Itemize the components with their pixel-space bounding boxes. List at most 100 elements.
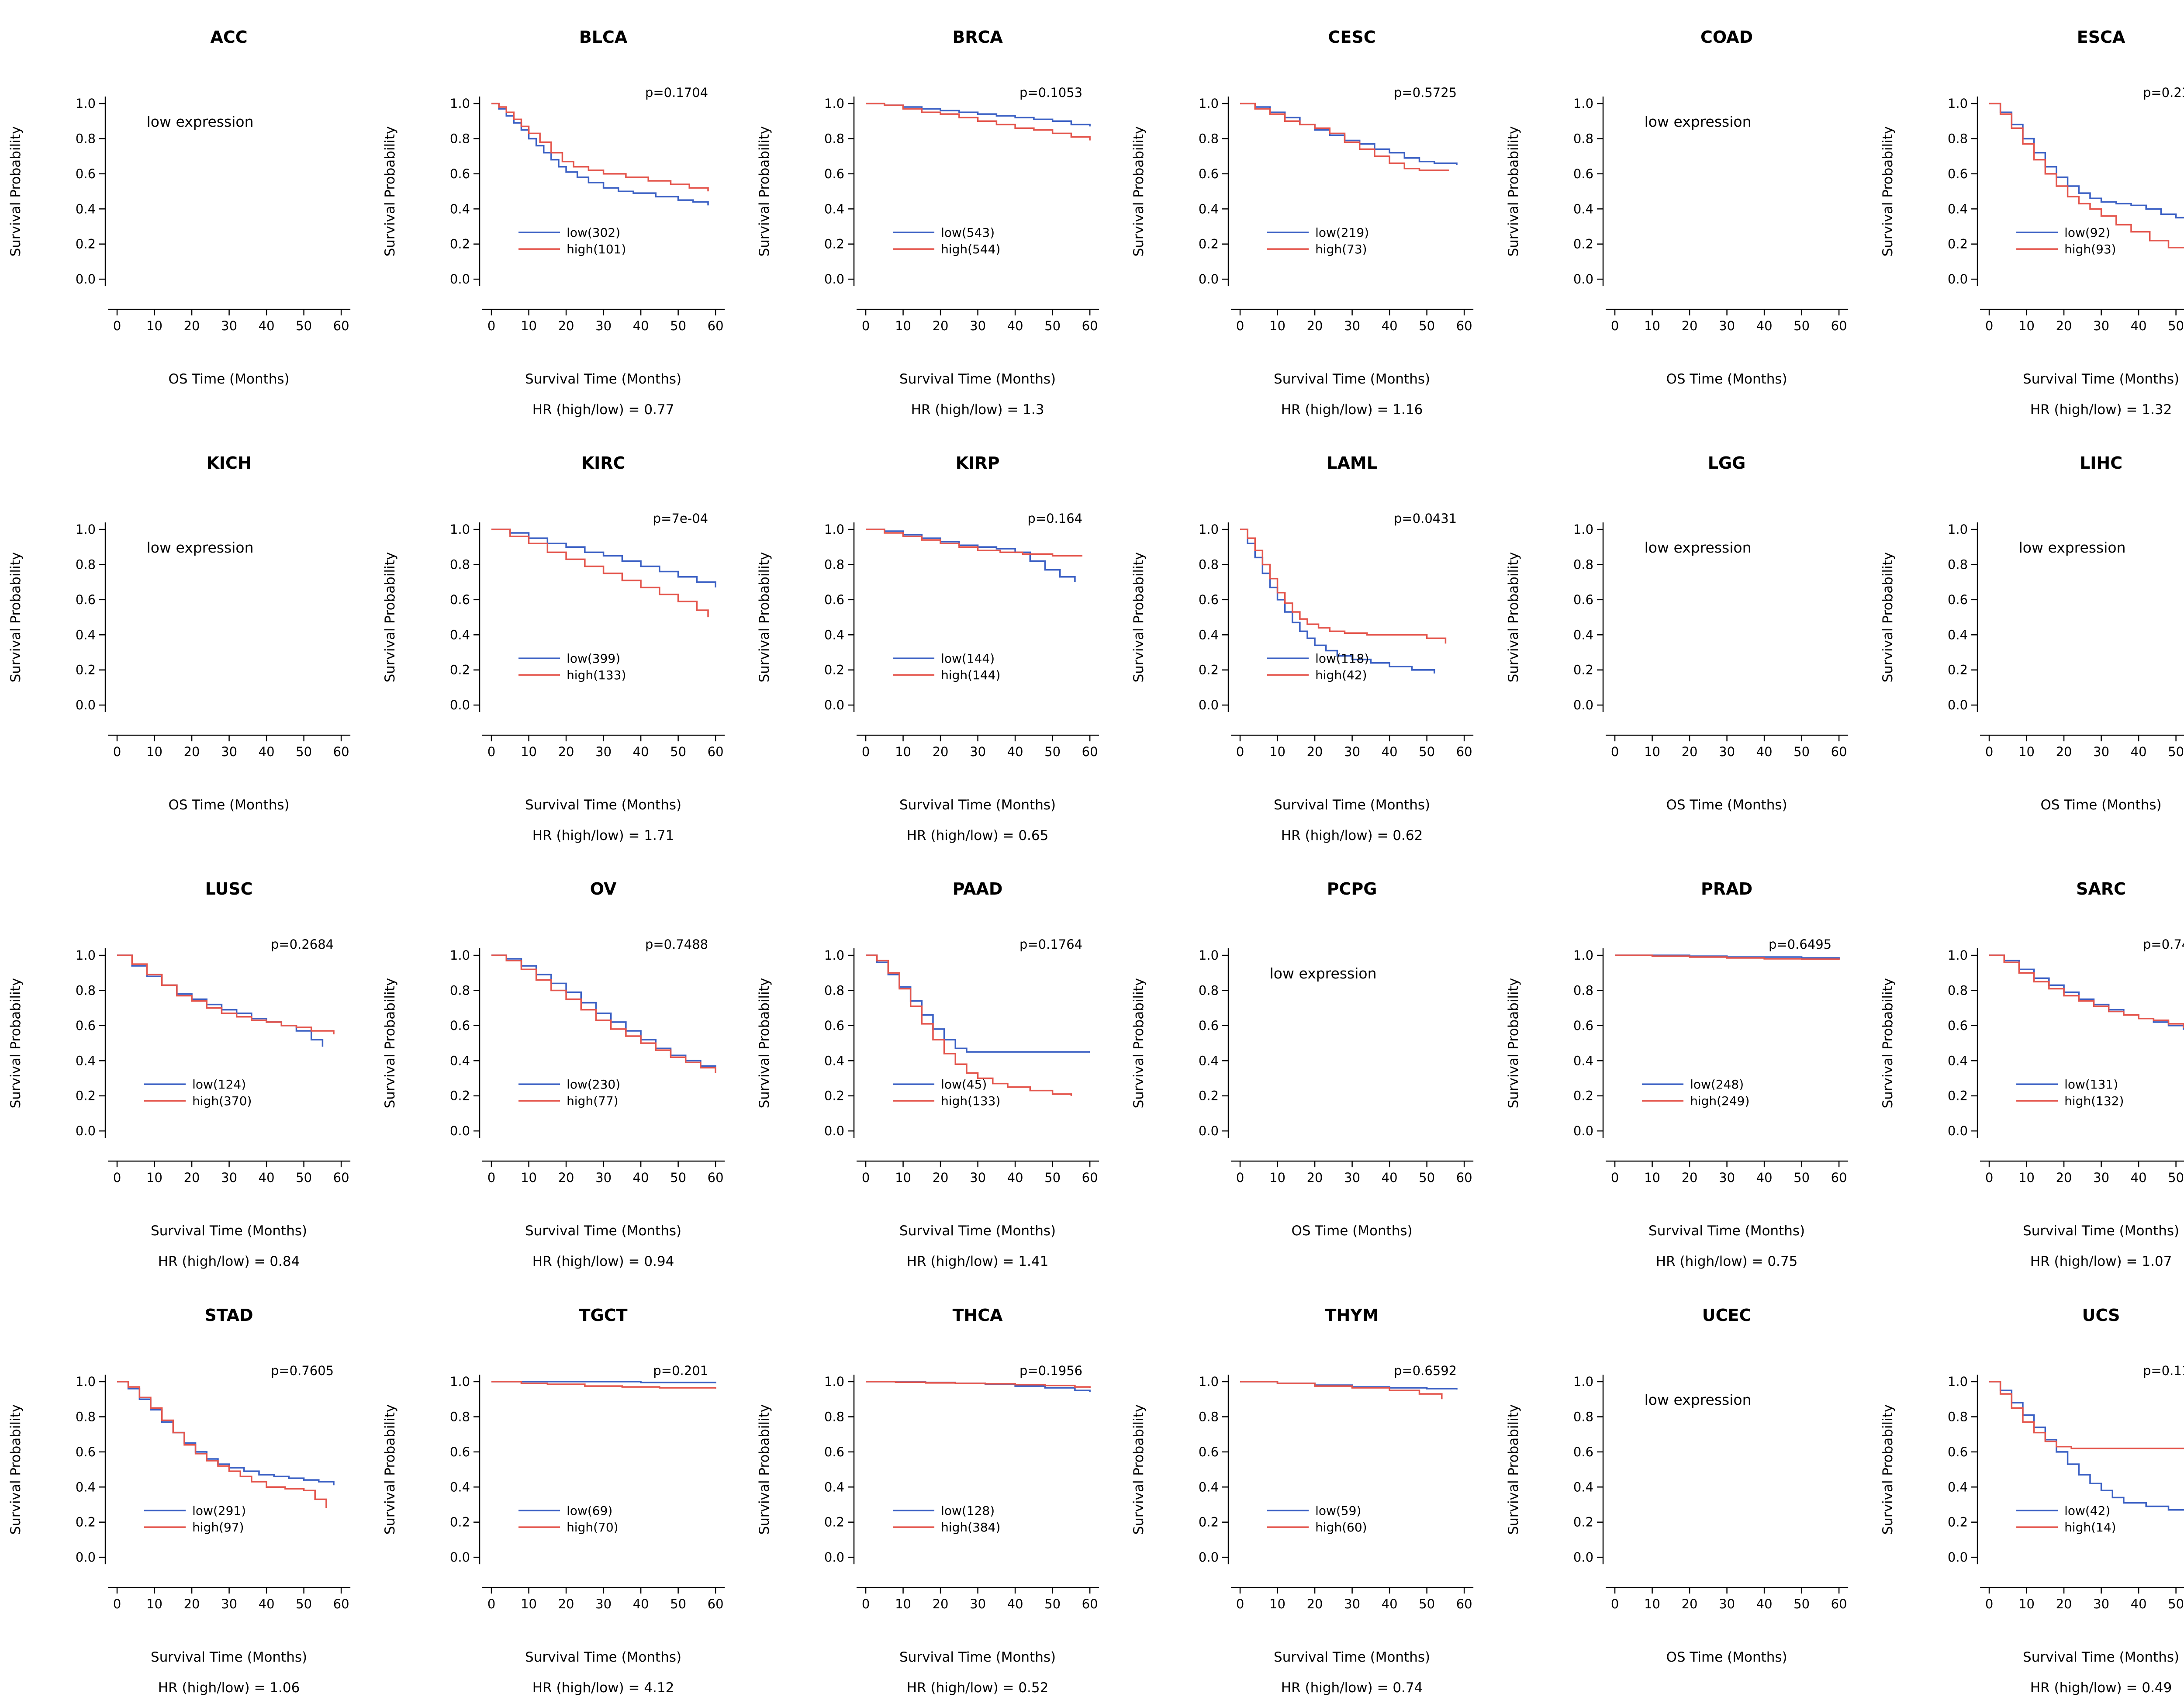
legend-label-low: low(92) [2064,225,2110,240]
y-axis-title: Survival Probability [382,126,398,257]
hr-label: HR (high/low) = 1.32 [2030,402,2172,418]
hr-label: HR (high/low) = 0.52 [907,1680,1049,1696]
km-plot-BLCA: BLCA 0.0 0.2 0.4 0.6 0.8 1.0 Survival Probabili… [382,28,725,418]
y-tick-label: 0.6 [76,592,96,607]
x-tick-label: 60 [1456,1170,1472,1185]
km-plot-THYM: THYM 0.0 0.2 0.4 0.6 0.8 1.0 Survival Probabili… [1131,1306,1474,1696]
y-tick-label: 0.8 [1573,983,1593,998]
x-tick-label: 50 [1794,318,1810,333]
km-curve-high [1240,103,1450,171]
y-tick-label: 0.2 [1948,1514,1968,1529]
y-tick-label: 0.2 [1573,663,1593,677]
km-curve-high [1240,1380,1443,1399]
y-tick-label: 0.6 [1199,1018,1219,1033]
y-tick-label: 0.8 [1948,131,1968,146]
y-tick-label: 1.0 [1573,1374,1593,1389]
x-tick-label: 40 [1382,318,1398,333]
y-tick-label: 0.0 [1199,1123,1219,1138]
y-tick-label: 0.2 [1573,237,1593,252]
p-value: p=7e-04 [653,511,708,526]
y-tick-label: 0.4 [824,1054,844,1068]
y-tick-label: 0.2 [824,1089,844,1103]
x-tick-label: 0 [113,318,121,333]
y-tick-label: 0.2 [450,1089,470,1103]
y-tick-label: 0.6 [450,1444,470,1459]
legend-label-low: low(219) [1315,225,1369,240]
y-axis-title: Survival Probability [1880,978,1896,1109]
y-tick-label: 0.6 [824,166,844,181]
y-tick-label: 0.4 [1948,627,1968,642]
x-tick-label: 30 [221,744,237,759]
x-tick-label: 50 [1419,318,1435,333]
hr-label: HR (high/low) = 1.06 [158,1680,300,1696]
panel-THCA: THCA 0.0 0.2 0.4 0.6 0.8 1.0 Survival Probabili… [749,1278,1123,1704]
x-tick-label: 30 [970,1597,986,1611]
km-curve-low [491,954,717,1070]
y-axis-title: Survival Probability [382,1404,398,1535]
panel-title: SARC [2076,879,2126,899]
y-axis-title: Survival Probability [1131,126,1147,257]
y-tick-label: 0.0 [1199,272,1219,287]
y-tick-label: 0.0 [1573,272,1593,287]
y-tick-label: 0.2 [1573,1089,1593,1103]
km-plot-ACC: ACC 0.0 0.2 0.4 0.6 0.8 1.0 Survival Probabilit… [8,28,351,387]
hr-label: HR (high/low) = 0.65 [907,828,1049,843]
y-tick-label: 0.4 [450,1479,470,1494]
y-tick-label: 0.8 [76,1409,96,1424]
x-tick-label: 0 [862,1170,870,1185]
km-plot-THCA: THCA 0.0 0.2 0.4 0.6 0.8 1.0 Survival Probabili… [757,1306,1099,1696]
y-tick-label: 1.0 [824,522,844,537]
y-tick-label: 0.2 [76,1089,96,1103]
y-axis-title: Survival Probability [757,126,772,257]
legend-label-low: low(543) [941,225,995,240]
x-tick-label: 60 [1456,744,1472,759]
p-value: p=0.7463 [2143,937,2184,952]
y-tick-label: 0.2 [1199,663,1219,677]
panel-CESC: CESC 0.0 0.2 0.4 0.6 0.8 1.0 Survival Probabili… [1123,0,1497,426]
y-tick-label: 0.0 [450,272,470,287]
panel-SARC: SARC 0.0 0.2 0.4 0.6 0.8 1.0 Survival Probabili… [1872,852,2184,1278]
km-curve-low [491,529,717,588]
x-tick-label: 30 [1344,318,1361,333]
x-tick-label: 50 [1794,1170,1810,1185]
x-tick-label: 10 [1270,1170,1286,1185]
x-tick-label: 40 [2130,318,2146,333]
y-tick-label: 0.8 [1199,1409,1219,1424]
panel-title: BRCA [953,28,1003,47]
x-tick-label: 20 [1681,744,1697,759]
x-tick-label: 10 [1270,318,1286,333]
y-axis-title: Survival Probability [1506,1404,1521,1535]
y-tick-label: 0.6 [1199,166,1219,181]
panel-title: KIRC [581,453,625,473]
low-expression-note: low expression [1644,1391,1751,1408]
x-tick-label: 40 [1756,744,1772,759]
y-tick-label: 0.2 [450,237,470,252]
y-tick-label: 0.6 [1948,166,1968,181]
y-tick-label: 0.0 [824,1550,844,1565]
hr-label: HR (high/low) = 0.84 [158,1254,300,1270]
y-tick-label: 1.0 [1573,948,1593,963]
y-tick-label: 0.8 [450,983,470,998]
x-tick-label: 0 [1236,1597,1244,1611]
x-tick-label: 60 [333,1170,349,1185]
y-tick-label: 0.2 [824,1514,844,1529]
km-curve-high [866,103,1091,141]
panel-UCEC: UCEC 0.0 0.2 0.4 0.6 0.8 1.0 Survival Probabili… [1498,1278,1872,1704]
x-tick-label: 40 [259,318,275,333]
x-tick-label: 60 [1082,1597,1098,1611]
x-tick-label: 0 [1236,318,1244,333]
y-tick-label: 0.6 [1948,592,1968,607]
y-tick-label: 1.0 [1199,522,1219,537]
y-axis-title: Survival Probability [8,126,24,257]
hr-label: HR (high/low) = 1.71 [532,828,674,843]
hr-label: HR (high/low) = 0.49 [2030,1680,2172,1696]
legend-label-high: high(132) [2064,1094,2124,1108]
y-tick-label: 0.6 [1573,1018,1593,1033]
panel-title: THCA [953,1306,1003,1325]
x-tick-label: 30 [970,318,986,333]
hr-label: HR (high/low) = 0.62 [1281,828,1423,843]
km-plot-COAD: COAD 0.0 0.2 0.4 0.6 0.8 1.0 Survival Probabili… [1506,28,1848,387]
x-tick-label: 0 [1610,744,1618,759]
legend-label-high: high(133) [941,1094,1000,1108]
x-tick-label: 30 [1719,318,1735,333]
